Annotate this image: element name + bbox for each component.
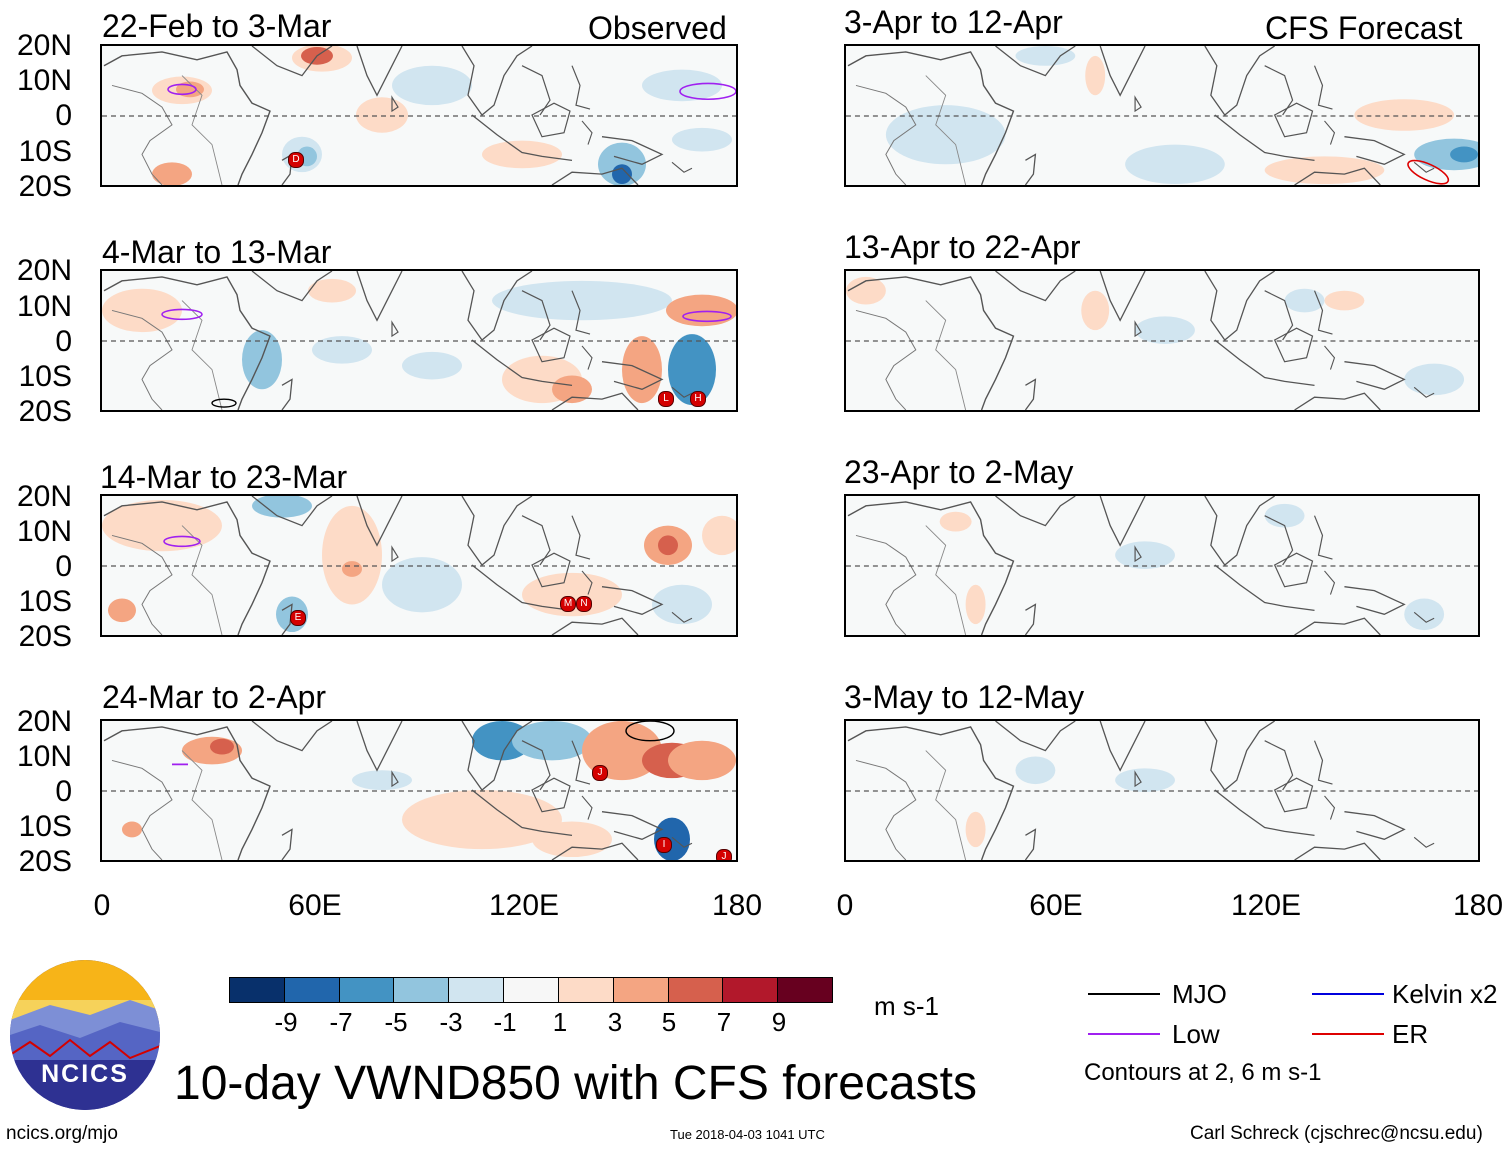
legend-label-kelvin: Kelvin x2 — [1392, 979, 1498, 1009]
cfs-forecast-label: CFS Forecast — [1265, 10, 1463, 46]
map-panel-observed-2: L H — [100, 269, 738, 412]
panel-title-fcst-4: 3-May to 12-May — [844, 679, 1085, 715]
lat-label: 0 — [55, 550, 72, 583]
map-panel-observed-3: E M N — [100, 494, 738, 637]
colorbar-swatch — [393, 978, 449, 1002]
logo-graphic-icon — [10, 960, 160, 1110]
lon-label-right: 60E — [1029, 889, 1083, 922]
panel-title-fcst-2: 13-Apr to 22-Apr — [844, 229, 1081, 265]
logo-text: NCICS — [41, 1060, 129, 1088]
legend-label-low: Low — [1172, 1019, 1220, 1049]
colorbar-tick: 9 — [771, 1007, 787, 1037]
storm-marker-icon: I — [656, 837, 672, 853]
colorbar-swatch — [722, 978, 778, 1002]
colorbar-tick: -7 — [329, 1007, 353, 1037]
colorbar-swatch — [283, 978, 339, 1002]
storm-marker-icon: J — [716, 849, 732, 860]
colorbar-swatch — [667, 978, 723, 1002]
map-panel-observed-4: J I J — [100, 719, 738, 862]
lon-label-left: 180 — [711, 889, 763, 922]
lat-label: 10N — [16, 64, 72, 97]
panel-title-fcst-3: 23-Apr to 2-May — [844, 454, 1074, 490]
storm-marker-icon: H — [690, 391, 706, 407]
panel-title-fcst-1: 3-Apr to 12-Apr — [844, 4, 1063, 40]
lat-label: 10N — [16, 290, 72, 323]
lat-label: 20N — [16, 254, 72, 287]
colorbar — [229, 977, 833, 1030]
colorbar-tick: 3 — [607, 1007, 623, 1037]
lat-label: 20N — [16, 480, 72, 513]
panel-title-obs-3: 14-Mar to 23-Mar — [100, 459, 348, 495]
er-line-icon — [1312, 1033, 1384, 1035]
panel-title-obs-4: 24-Mar to 2-Apr — [102, 679, 327, 715]
lat-label: 10S — [18, 810, 72, 843]
lat-label: 20S — [18, 620, 72, 653]
lat-label: 20S — [18, 395, 72, 428]
panel-title-obs-2: 4-Mar to 13-Mar — [102, 234, 332, 270]
colorbar-swatch — [230, 978, 284, 1002]
lon-label-left: 120E — [488, 889, 560, 922]
ncics-logo: NCICS — [10, 960, 160, 1110]
lat-label: 20N — [16, 29, 72, 62]
lat-label: 0 — [55, 775, 72, 808]
colorbar-tick: -1 — [493, 1007, 517, 1037]
colorbar-swatch — [338, 978, 394, 1002]
colorbar-swatches — [229, 977, 833, 1003]
lat-label: 10N — [16, 740, 72, 773]
storm-marker-icon: M — [560, 596, 576, 612]
colorbar-tick: 5 — [661, 1007, 677, 1037]
mjo-line-icon — [1088, 993, 1160, 995]
main-title: 10-day VWND850 with CFS forecasts — [174, 1057, 977, 1110]
kelvin-line-icon — [1312, 993, 1384, 995]
legend-note: Contours at 2, 6 m s-1 — [1084, 1059, 1322, 1086]
lat-label: 10N — [16, 515, 72, 548]
lat-label: 10S — [18, 585, 72, 618]
colorbar-tick: 1 — [552, 1007, 568, 1037]
colorbar-tick: 7 — [716, 1007, 732, 1037]
colorbar-units: m s-1 — [874, 991, 939, 1021]
lat-label: 10S — [18, 360, 72, 393]
legend-label-er: ER — [1392, 1019, 1429, 1049]
lon-label-right: 120E — [1230, 889, 1302, 922]
colorbar-tick: -5 — [384, 1007, 408, 1037]
storm-marker-icon: L — [658, 391, 674, 407]
lon-label-left: 60E — [288, 889, 342, 922]
source-url[interactable]: ncics.org/mjo — [6, 1123, 118, 1144]
lat-label: 0 — [55, 99, 72, 132]
map-panel-forecast-4 — [844, 719, 1480, 862]
colorbar-swatch — [557, 978, 613, 1002]
lon-label-right: 180 — [1452, 889, 1504, 922]
lon-label-left: 0 — [93, 889, 111, 922]
storm-marker-icon: N — [576, 596, 592, 612]
lat-label: 0 — [55, 325, 72, 358]
colorbar-tick: -3 — [439, 1007, 463, 1037]
author-credit: Carl Schreck (cjschrec@ncsu.edu) — [1190, 1123, 1483, 1144]
colorbar-tick: -9 — [274, 1007, 298, 1037]
lat-label: 20S — [18, 170, 72, 203]
map-panel-forecast-1 — [844, 44, 1480, 187]
colorbar-swatch — [777, 978, 832, 1002]
lon-label-right: 0 — [836, 889, 854, 922]
colorbar-swatch — [612, 978, 668, 1002]
map-panel-forecast-3 — [844, 494, 1480, 637]
panel-title-obs-1: 22-Feb to 3-Mar — [102, 8, 332, 44]
storm-marker-icon: E — [290, 610, 306, 626]
storm-marker-icon: J — [592, 765, 608, 781]
lat-label: 20S — [18, 845, 72, 878]
map-panel-observed-1: D — [100, 44, 738, 187]
low-line-icon — [1088, 1033, 1160, 1035]
colorbar-swatch — [448, 978, 504, 1002]
map-panel-forecast-2 — [844, 269, 1480, 412]
storm-marker-icon: D — [288, 152, 304, 168]
legend-label-mjo: MJO — [1172, 979, 1227, 1009]
timestamp: Tue 2018-04-03 1041 UTC — [670, 1127, 825, 1142]
lat-label: 20N — [16, 705, 72, 738]
colorbar-swatch — [503, 978, 558, 1002]
lat-label: 10S — [18, 135, 72, 168]
observed-label: Observed — [588, 10, 727, 46]
